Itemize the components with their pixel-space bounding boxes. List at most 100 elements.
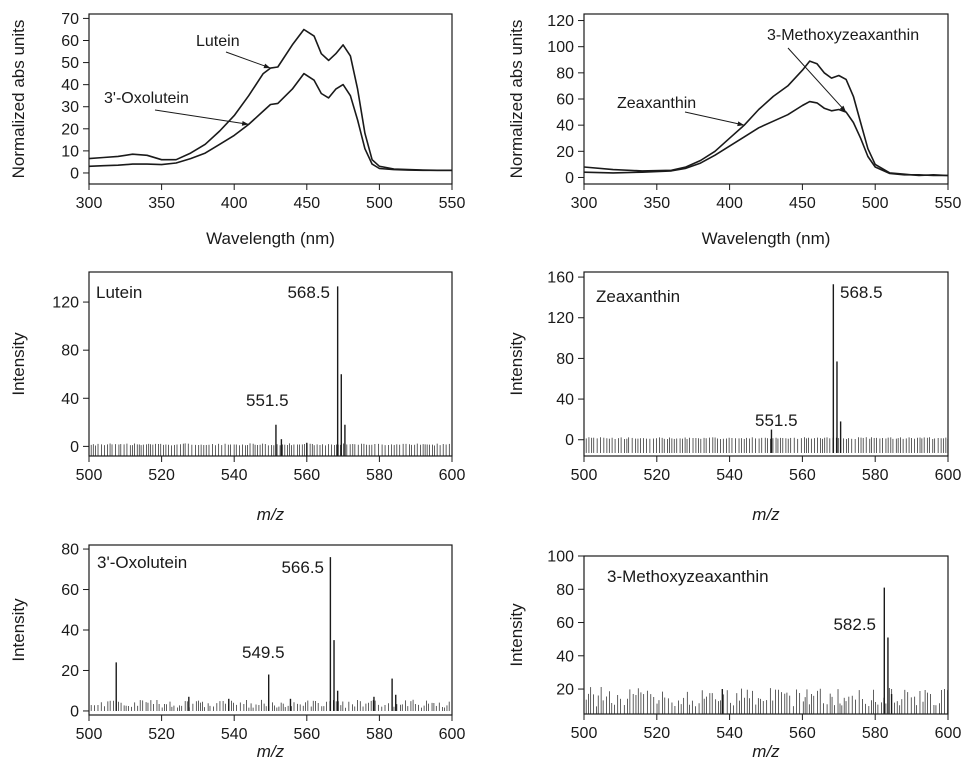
y-axis-title: Intensity [507, 332, 526, 396]
x-tick-label: 400 [221, 195, 248, 212]
y-tick-label: 20 [61, 663, 79, 680]
y-tick-label: 80 [61, 343, 79, 360]
annotation-arrow [684, 111, 745, 126]
y-tick-label: 120 [547, 310, 574, 327]
arrow-head [839, 105, 847, 113]
y-tick-label: 60 [61, 33, 79, 50]
x-tick-label: 350 [643, 195, 670, 212]
y-tick-label: 80 [556, 65, 574, 82]
annotation-arrow [225, 51, 271, 69]
x-axis-title: m/z [257, 505, 285, 524]
y-tick-label: 60 [61, 582, 79, 599]
arrow-head [241, 121, 249, 126]
y-tick-label: 120 [52, 295, 79, 312]
series-line-3-oxolutein [88, 72, 452, 172]
spectrum-panel-label: 3'-Oxolutein [97, 553, 187, 572]
curve-label: 3'-Oxolutein [104, 90, 189, 107]
peak-value-label: 549.5 [242, 643, 285, 662]
chart-panel-ms-zeaxanthin: 500 520 540 560 580 600 0 40 80 120 160 m/z Intensit… [507, 270, 961, 524]
x-tick-label: 540 [221, 726, 248, 743]
noise-sticks [585, 687, 948, 714]
x-tick-label: 450 [293, 195, 320, 212]
y-tick-label: 120 [547, 13, 574, 30]
x-tick-label: 500 [571, 725, 598, 742]
x-tick-label: 300 [571, 195, 598, 212]
y-axis-title: Normalized abs units [9, 20, 28, 179]
x-tick-label: 600 [935, 467, 962, 484]
chart-panel-uv-lutein: 300 350 400 450 500 550 0 10 20 30 40 50 60 70 Wavelen… [9, 11, 465, 248]
y-tick-label: 40 [556, 648, 574, 665]
plot-frame [88, 271, 453, 457]
x-tick-label: 540 [716, 725, 743, 742]
peak-value-label: 566.5 [281, 558, 324, 577]
y-tick-label: 40 [61, 391, 79, 408]
x-tick-label: 550 [439, 195, 466, 212]
chart-panel-ms-lutein: 500 520 540 560 580 600 0 40 80 120 m/z Intensity Lu… [9, 271, 466, 524]
x-tick-label: 500 [76, 726, 103, 743]
x-tick-label: 500 [76, 467, 103, 484]
x-tick-label: 580 [366, 726, 393, 743]
curve-label: 3-Methoxyzeaxanthin [767, 27, 919, 44]
noise-sticks [90, 443, 450, 456]
y-axis-title: Intensity [9, 598, 28, 662]
spectrum-panel-label: Lutein [96, 283, 142, 302]
x-tick-label: 520 [643, 725, 670, 742]
chart-panel-ms-oxolutein: 500 520 540 560 580 600 0 20 40 60 80 m/z Intensity 3… [9, 542, 465, 761]
peak-value-label: 582.5 [833, 615, 876, 634]
x-tick-label: 560 [293, 467, 320, 484]
x-tick-label: 560 [293, 726, 320, 743]
plot-frame [88, 13, 453, 185]
x-tick-label: 600 [439, 726, 466, 743]
chart-panel-uv-zeaxanthin: 300 350 400 450 500 550 0 20 40 60 80 100 120 Wavelen… [507, 13, 961, 248]
x-tick-label: 580 [862, 725, 889, 742]
y-tick-label: 100 [547, 39, 574, 56]
series-line-lutein [88, 28, 452, 172]
x-tick-label: 400 [716, 195, 743, 212]
x-tick-label: 600 [935, 725, 962, 742]
y-tick-label: 80 [556, 582, 574, 599]
y-tick-label: 80 [61, 542, 79, 559]
x-tick-label: 600 [439, 467, 466, 484]
x-axis-title: Wavelength (nm) [206, 229, 335, 248]
x-tick-label: 540 [716, 467, 743, 484]
y-tick-label: 0 [70, 165, 79, 182]
y-tick-label: 40 [61, 623, 79, 640]
chart-panel-ms-methoxyzeaxanthin: 500 520 540 560 580 600 20 40 60 80 100 m/z Intensit… [507, 549, 961, 762]
y-tick-label: 60 [556, 92, 574, 109]
y-tick-label: 20 [556, 682, 574, 699]
spectrum-panel-label: 3-Methoxyzeaxanthin [607, 567, 769, 586]
x-tick-label: 500 [862, 195, 889, 212]
curve-label: Lutein [196, 33, 240, 50]
x-tick-label: 580 [366, 467, 393, 484]
x-tick-label: 450 [789, 195, 816, 212]
annotation-arrow [787, 47, 847, 113]
curve-label: Zeaxanthin [617, 95, 696, 112]
y-tick-label: 0 [565, 432, 574, 449]
y-tick-label: 10 [61, 143, 79, 160]
peak-value-label: 568.5 [840, 283, 883, 302]
noise-sticks [585, 437, 949, 453]
x-tick-label: 520 [148, 726, 175, 743]
x-tick-label: 500 [571, 467, 598, 484]
peak-value-label: 568.5 [287, 283, 330, 302]
y-tick-label: 40 [556, 392, 574, 409]
x-axis-title: m/z [752, 505, 780, 524]
x-tick-label: 550 [935, 195, 962, 212]
x-tick-label: 560 [789, 725, 816, 742]
y-tick-label: 0 [70, 703, 79, 720]
series-line-zeaxanthin [583, 60, 949, 177]
x-tick-label: 580 [862, 467, 889, 484]
arrow-head [263, 63, 271, 69]
x-axis-title: m/z [257, 742, 285, 761]
x-tick-label: 350 [148, 195, 175, 212]
y-tick-label: 100 [547, 549, 574, 566]
x-axis-title: m/z [752, 742, 780, 761]
y-tick-label: 50 [61, 55, 79, 72]
y-tick-label: 20 [61, 121, 79, 138]
x-tick-label: 520 [148, 467, 175, 484]
x-axis-title: Wavelength (nm) [702, 229, 831, 248]
plot-frame [583, 271, 949, 457]
y-tick-label: 80 [556, 351, 574, 368]
y-tick-label: 40 [556, 118, 574, 135]
